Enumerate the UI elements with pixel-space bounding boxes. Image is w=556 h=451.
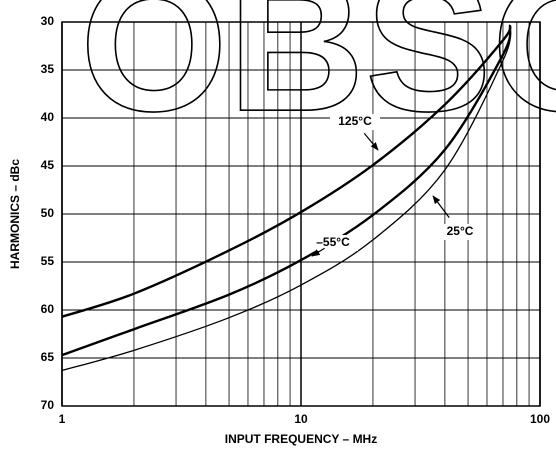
y-tick-label: 35 [41, 62, 55, 76]
y-tick-label: 70 [41, 398, 55, 412]
label-arrow [432, 195, 450, 218]
y-tick-label: 50 [41, 206, 55, 220]
series-label: 125°C [338, 114, 372, 128]
series-label: –55°C [316, 235, 350, 249]
y-tick-label: 45 [41, 158, 55, 172]
y-tick-label: 65 [41, 350, 55, 364]
label-background [435, 224, 485, 240]
x-axis-label: INPUT FREQUENCY – MHz [225, 432, 377, 446]
label-arrow [363, 132, 379, 151]
x-tick-label: 10 [294, 412, 308, 426]
label-background [330, 114, 380, 130]
x-tick-label: 100 [530, 412, 550, 426]
label-background [308, 235, 358, 251]
series-label: 25°C [447, 224, 474, 238]
y-tick-label: 30 [41, 14, 55, 28]
y-axis-label: HARMONICS – dBc [8, 159, 22, 269]
x-tick-label: 1 [59, 412, 66, 426]
y-tick-label: 40 [41, 110, 55, 124]
label-arrow [311, 247, 325, 257]
y-tick-label: 55 [41, 254, 55, 268]
y-tick-label: 60 [41, 302, 55, 316]
watermark: OBSOLETE [80, 0, 556, 151]
series-line [61, 29, 511, 372]
series-line [61, 24, 512, 318]
